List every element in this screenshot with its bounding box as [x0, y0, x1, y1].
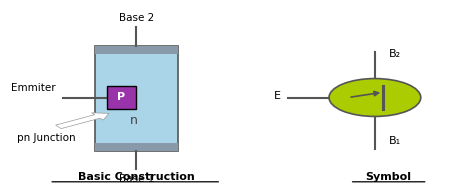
Text: B₂: B₂: [389, 49, 401, 59]
Text: E: E: [274, 91, 281, 101]
Text: Basic Construction: Basic Construction: [78, 172, 195, 182]
Text: Base 2: Base 2: [118, 13, 154, 23]
Text: B₁: B₁: [389, 136, 401, 146]
FancyArrow shape: [55, 113, 109, 129]
Bar: [107, 86, 137, 109]
Text: Base 1: Base 1: [118, 174, 154, 184]
Text: Emmiter: Emmiter: [11, 83, 56, 93]
Text: P: P: [118, 92, 126, 103]
Bar: [95, 46, 178, 151]
Circle shape: [329, 79, 421, 116]
Bar: [95, 143, 178, 151]
Text: Symbol: Symbol: [365, 172, 411, 182]
Text: pn Junction: pn Junction: [17, 133, 76, 143]
Bar: [95, 46, 178, 54]
Text: n: n: [130, 114, 138, 127]
